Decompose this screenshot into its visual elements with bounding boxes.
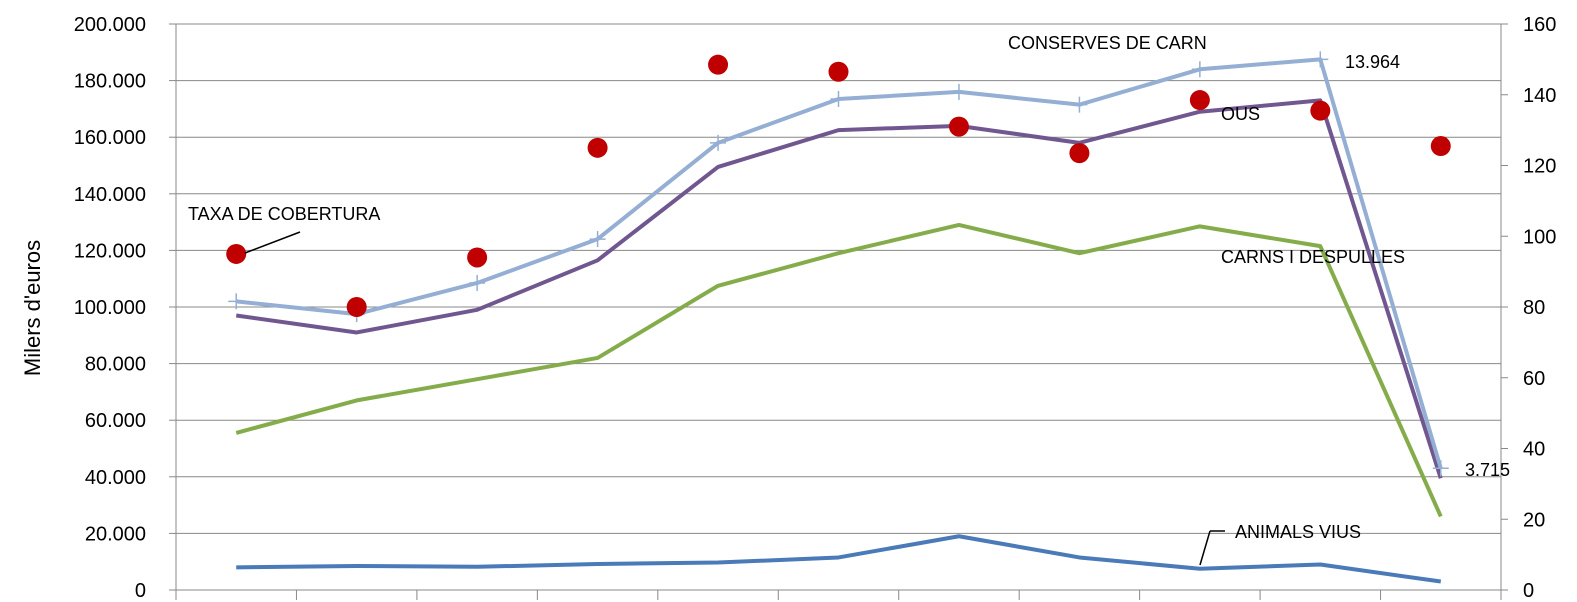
axes	[175, 24, 1502, 600]
y-axis-left-ticks: 0 20.000 40.000 60.000 80.000 100.000 120.000 1…	[74, 14, 176, 602]
y-tick-label-left: 200.000	[74, 14, 146, 36]
data-point-taxa-de-cobertura	[708, 54, 729, 75]
series-line-carns-i-despulles	[235, 222, 1443, 518]
data-point-conserves-de-carn	[589, 231, 606, 248]
data-point-conserves-de-carn	[228, 293, 245, 310]
annotation-taxa-de-cobertura: TAXA DE COBERTURA	[188, 204, 380, 224]
y-tick-label-right: 160	[1523, 14, 1556, 36]
annotation-ous: OUS	[1221, 104, 1260, 124]
data-point-taxa-de-cobertura	[828, 61, 849, 82]
data-point-conserves-de-carn	[950, 83, 967, 100]
y-tick-label-right: 80	[1523, 297, 1545, 319]
y-tick-label-left: 140.000	[74, 184, 146, 206]
annotations: CONSERVES DE CARN 13.964 3.715 OUS CARNS…	[188, 33, 1510, 566]
y-tick-label-left: 80.000	[85, 354, 146, 376]
data-point-conserves-de-carn	[469, 274, 486, 291]
annotation-value-13964: 13.964	[1345, 52, 1400, 72]
y-tick-label-right: 0	[1523, 580, 1534, 602]
data-point-taxa-de-cobertura	[948, 116, 969, 137]
data-point-conserves-de-carn	[1432, 460, 1449, 477]
y-tick-label-left: 180.000	[74, 71, 146, 93]
y-tick-label-right: 120	[1523, 156, 1556, 178]
y-tick-label-right: 100	[1523, 226, 1556, 248]
data-point-conserves-de-carn	[710, 134, 727, 151]
data-point-taxa-de-cobertura	[1189, 90, 1210, 111]
annotation-value-3715: 3.715	[1465, 460, 1510, 480]
y-tick-label-left: 20.000	[85, 523, 146, 545]
y-tick-label-left: 160.000	[74, 127, 146, 149]
y-axis-right-ticks: 0 20 40 60 80 100 120 140 160	[1501, 14, 1556, 602]
data-point-conserves-de-carn	[830, 90, 847, 107]
y-tick-label-right: 60	[1523, 368, 1545, 390]
data-point-taxa-de-cobertura	[1069, 143, 1090, 164]
series-line-animals-vius	[236, 534, 1442, 584]
y-tick-label-right: 20	[1523, 509, 1545, 531]
data-point-taxa-de-cobertura	[226, 243, 247, 264]
leader-line-taxa	[244, 231, 301, 254]
data-point-taxa-de-cobertura	[1430, 136, 1451, 157]
y-tick-label-left: 60.000	[85, 410, 146, 432]
annotation-carns-i-despulles: CARNS I DESPULLES	[1221, 247, 1405, 267]
y-axis-label: Milers d'euros	[20, 240, 45, 376]
points-layer	[226, 51, 1451, 477]
data-point-taxa-de-cobertura	[587, 137, 608, 158]
series-layer	[235, 57, 1443, 584]
data-point-conserves-de-carn	[1071, 96, 1088, 113]
leader-line-animals	[1199, 530, 1211, 566]
y-tick-label-right: 140	[1523, 85, 1556, 107]
data-point-conserves-de-carn	[1312, 51, 1329, 68]
y-tick-label-left: 120.000	[74, 240, 146, 262]
data-point-conserves-de-carn	[1191, 61, 1208, 78]
y-tick-label-right: 40	[1523, 439, 1545, 461]
y-tick-label-left: 0	[135, 580, 146, 602]
annotation-conserves-de-carn: CONSERVES DE CARN	[1008, 33, 1207, 53]
y-tick-label-left: 100.000	[74, 297, 146, 319]
data-point-taxa-de-cobertura	[1310, 100, 1331, 121]
data-point-taxa-de-cobertura	[467, 247, 488, 268]
data-point-taxa-de-cobertura	[346, 297, 367, 317]
series-line-ous	[235, 98, 1443, 479]
annotation-animals-vius: ANIMALS VIUS	[1235, 522, 1361, 542]
y-tick-label-left: 40.000	[85, 467, 146, 489]
